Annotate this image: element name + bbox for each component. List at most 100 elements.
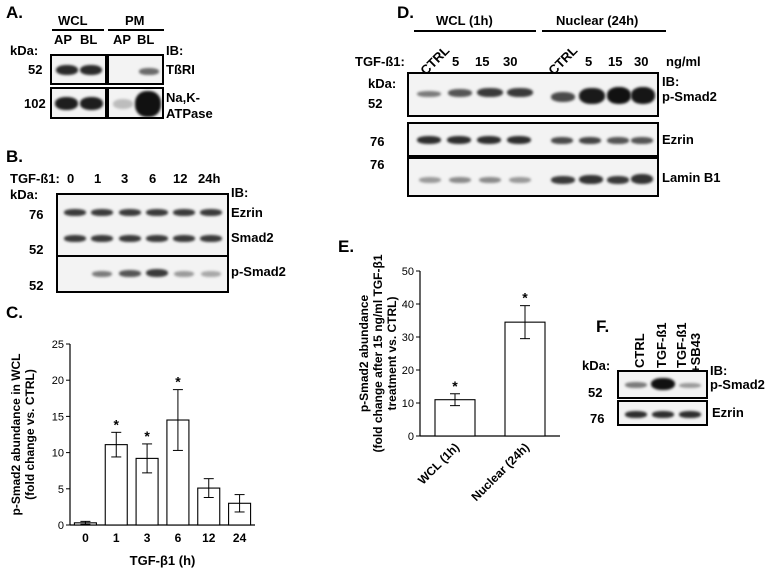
protein-label-ezrin-b: Ezrin	[231, 205, 263, 220]
x-tick-label: Nuclear (24h)	[468, 440, 532, 504]
band	[507, 136, 531, 144]
band	[607, 137, 629, 144]
band	[91, 209, 113, 216]
band	[579, 175, 603, 184]
group-label-pm: PM	[125, 13, 145, 28]
band	[579, 137, 601, 144]
band	[119, 235, 141, 242]
band	[91, 235, 113, 242]
band	[135, 91, 161, 117]
protein-label-ezrin-d: Ezrin	[662, 132, 694, 147]
band	[146, 209, 168, 216]
ib-label-d: IB:	[662, 74, 680, 89]
band	[119, 209, 141, 216]
panel-label-e: E.	[338, 237, 355, 256]
treatment-label-d: TGF-ß1:	[355, 54, 405, 69]
lane-label-30-nuclear: 30	[634, 54, 649, 69]
protein-label-ezrin-f: Ezrin	[712, 405, 744, 420]
y-tick-label: 10	[52, 448, 64, 460]
timepoint-3: 3	[121, 171, 129, 186]
band	[679, 383, 701, 388]
lane-label-ap-pm: AP	[113, 32, 132, 47]
lane-label-ap-wcl: AP	[54, 32, 73, 47]
band	[92, 271, 112, 277]
band	[447, 136, 471, 144]
significance-marker: *	[175, 374, 181, 390]
band	[80, 65, 102, 75]
lane-label-tgf-f: TGF-ß1	[654, 322, 669, 369]
timepoint-1: 1	[94, 171, 102, 186]
x-tick-label: 0	[82, 531, 89, 545]
y-tick-label: 25	[52, 339, 64, 351]
protein-label-tbri: TßRI	[166, 62, 195, 77]
group-label-wcl: WCL	[58, 13, 88, 28]
panel-label-b: B.	[6, 147, 23, 166]
chart-e: 0 10 20 30 40 50 p-Smad2 abundance (fold change…	[357, 254, 560, 504]
bar	[434, 399, 476, 437]
band	[607, 176, 629, 184]
band	[625, 411, 647, 418]
blot-psmad2-b	[56, 255, 229, 293]
x-axis-label: TGF-β1 (h)	[130, 553, 196, 568]
y-tick-label: 30	[402, 332, 414, 344]
blot-tbri-wcl	[50, 54, 107, 85]
band	[631, 87, 655, 104]
protein-label-psmad2-f: p-Smad2	[710, 377, 765, 392]
lane-label-30-wcl: 30	[503, 54, 518, 69]
protein-label-psmad2-d: p-Smad2	[662, 89, 717, 104]
panel-label-a: A.	[6, 3, 23, 22]
band	[477, 136, 501, 144]
y-tick-label: 0	[58, 520, 64, 532]
band	[173, 209, 195, 216]
protein-label-smad2-b: Smad2	[231, 230, 274, 245]
y-tick-label: 15	[52, 411, 64, 423]
bar	[504, 321, 546, 437]
y-tick-label: 20	[402, 365, 414, 377]
blot-nak-pm	[107, 87, 164, 119]
group-underline-nuclear-24h	[542, 30, 666, 32]
band	[551, 176, 575, 184]
lane-label-15-nuclear: 15	[608, 54, 623, 69]
marker-52-b-psmad2: 52	[29, 278, 44, 293]
lane-label-bl-wcl: BL	[80, 32, 98, 47]
treatment-label-b: TGF-ß1:	[10, 171, 60, 186]
band	[551, 137, 573, 144]
y-tick-label: 0	[408, 431, 414, 443]
significance-marker: *	[114, 416, 120, 432]
protein-label-nak: Na,K-	[166, 90, 200, 105]
x-tick-label: 6	[175, 531, 182, 545]
x-tick-label: 12	[202, 531, 216, 545]
timepoint-12: 12	[173, 171, 188, 186]
group-underline-wcl-1h	[414, 30, 536, 32]
band	[507, 88, 533, 97]
y-tick-label: 10	[402, 398, 414, 410]
band	[631, 174, 653, 184]
band	[579, 88, 605, 104]
group-underline-pm	[108, 29, 164, 31]
marker-52-f: 52	[588, 385, 603, 400]
lane-label-sb43-f: +SB43	[688, 332, 703, 373]
protein-label-psmad2-b: p-Smad2	[231, 264, 286, 279]
band	[200, 209, 222, 216]
band	[139, 68, 159, 75]
band	[146, 269, 168, 277]
blot-psmad2-f	[617, 370, 708, 399]
marker-76-d-lamin: 76	[370, 157, 385, 172]
significance-marker: *	[144, 428, 150, 444]
x-tick-label: 1	[113, 531, 120, 545]
band	[56, 65, 78, 75]
marker-76-b: 76	[29, 207, 44, 222]
band	[419, 177, 441, 183]
panel-label-f: F.	[596, 317, 610, 336]
band	[607, 87, 631, 104]
blot-laminb1-d	[407, 157, 659, 197]
band	[551, 92, 575, 102]
marker-76-f: 76	[590, 411, 605, 426]
band	[652, 411, 674, 418]
x-tick-label: 24	[233, 531, 247, 545]
lane-label-15-wcl: 15	[475, 54, 490, 69]
band	[200, 235, 222, 242]
lane-label-5-nuclear: 5	[585, 54, 593, 69]
marker-102-a: 102	[24, 96, 46, 111]
